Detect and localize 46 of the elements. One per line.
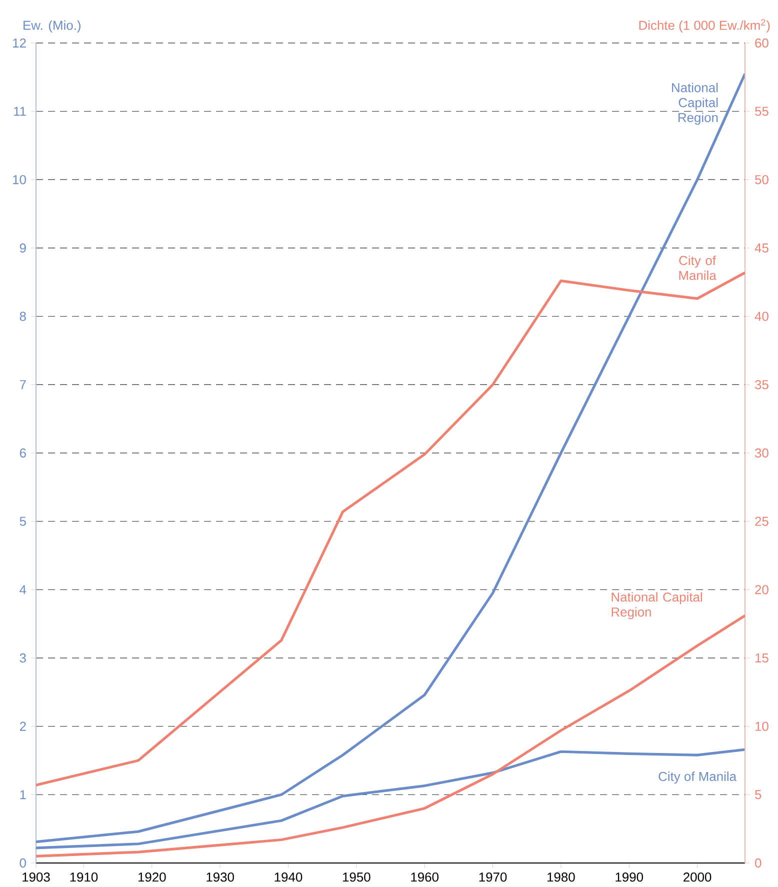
- y-tick-label: 4: [20, 585, 26, 594]
- y-tick-label: 9: [20, 243, 26, 253]
- x-tick-label: 1980: [548, 872, 575, 882]
- x-tick-label: 1930: [206, 872, 234, 882]
- y2-tick-label: 30: [755, 448, 768, 458]
- x-tick-label: 1990: [616, 872, 644, 882]
- y2-tick-label: 45: [754, 243, 768, 253]
- y-tick-label: 2: [20, 722, 26, 731]
- y-tick-label: 12: [13, 38, 26, 48]
- y2-tick-label: 20: [755, 585, 768, 594]
- series-label: National Capital Region: [672, 82, 718, 125]
- y2-tick-label: 55: [755, 106, 768, 116]
- line-series: [36, 72, 746, 844]
- x-tick-label: 1950: [342, 872, 370, 882]
- y-tick-label: 3: [20, 653, 26, 663]
- y-tick-label: 1: [20, 790, 26, 800]
- y-tick-label: 6: [20, 448, 26, 458]
- y-tick-label: 10: [13, 175, 26, 184]
- y-tick-label: 0: [20, 858, 26, 868]
- y-tick-label: 5: [20, 516, 26, 526]
- y2-tick-label: 5: [755, 790, 762, 800]
- x-tick-label: 1910: [70, 872, 98, 882]
- x-tick-label: 1940: [274, 872, 302, 882]
- x-tick-label: 1970: [479, 872, 507, 882]
- y2-tick-label: 10: [756, 722, 768, 731]
- y-axis-title: Ew. (Mio.): [24, 20, 80, 32]
- y2-tick-label: 15: [756, 653, 768, 663]
- y2-tick-label: 35: [755, 380, 768, 390]
- y-tick-label: 11: [14, 106, 26, 116]
- y2-tick-label: 60: [755, 38, 768, 48]
- series-label: City of Manila: [658, 772, 736, 784]
- y2-tick-label: 50: [755, 175, 768, 184]
- line-series: [36, 271, 746, 786]
- y-tick-label: 7: [20, 380, 26, 390]
- x-tick-label: 1903: [22, 872, 50, 882]
- y2-tick-label: 40: [754, 312, 768, 321]
- y2-tick-label: 0: [755, 858, 762, 868]
- x-tick-label: 2000: [684, 872, 712, 882]
- series-label: City of Manila: [679, 256, 716, 280]
- y2-axis-title: Dichte (1 000 Ew./km$^{2}$): [639, 19, 770, 32]
- series-label: National Capital Region: [612, 592, 702, 620]
- x-tick-label: 1960: [411, 872, 438, 882]
- line-series: [36, 748, 746, 850]
- x-tick-label: 1920: [138, 872, 166, 882]
- y-tick-label: 8: [20, 312, 26, 321]
- y2-tick-label: 25: [755, 516, 768, 526]
